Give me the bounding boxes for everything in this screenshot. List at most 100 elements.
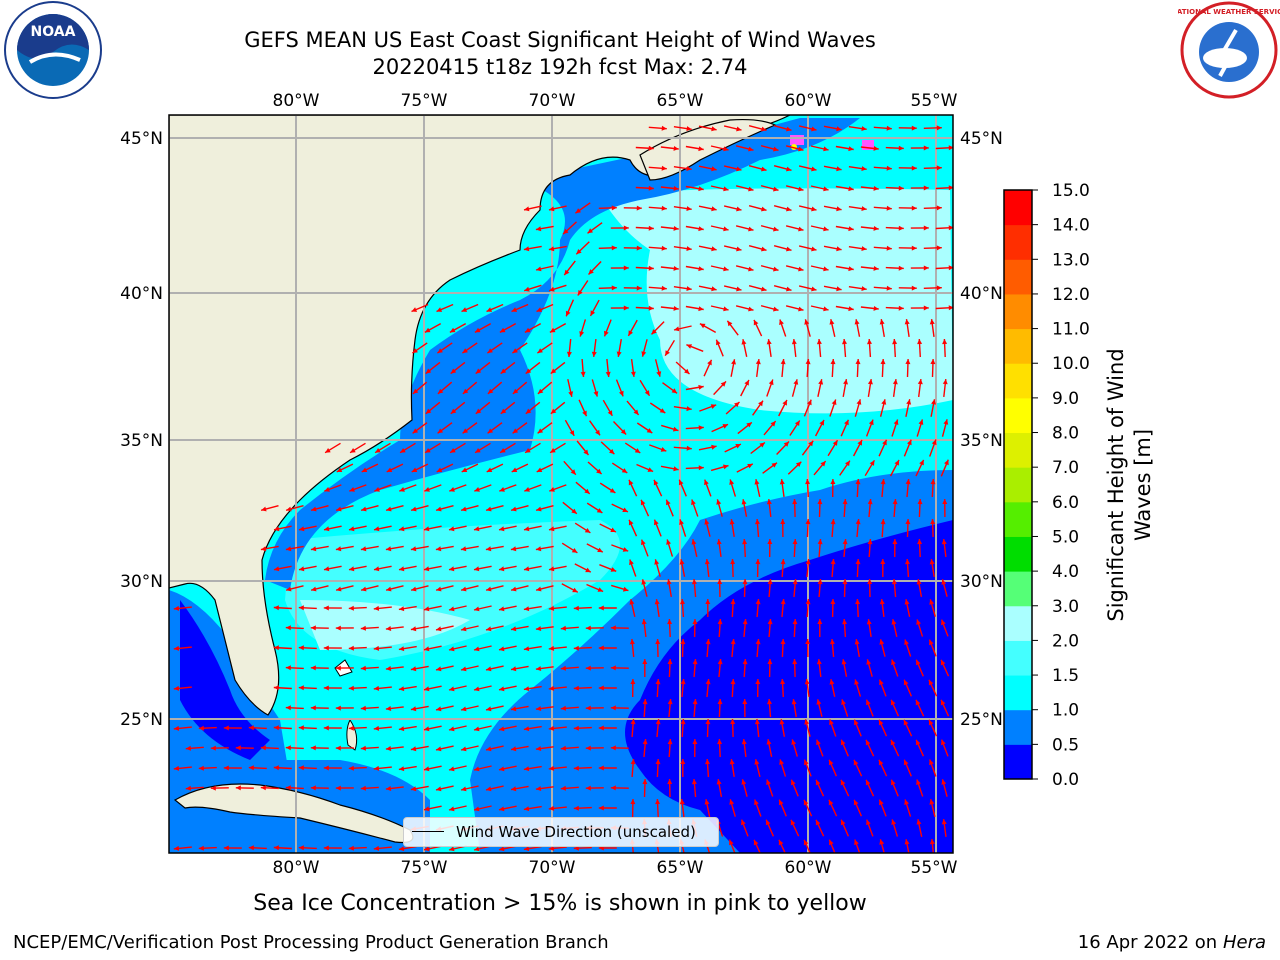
wave-direction-arrowhead [792,539,798,545]
colorbar-frame [1003,189,1033,780]
wave-direction-arrowhead [449,646,455,652]
wave-direction-arrowhead [894,460,899,466]
wave-direction-arrowhead [717,619,723,625]
wave-direction-arrowhead [573,605,579,611]
wave-direction-arrowhead [299,526,305,532]
wave-direction-arrowhead [386,586,392,592]
wave-direction-arrowhead [642,779,648,785]
wave-direction-arrowhead [798,226,804,232]
wave-direction-arrowhead [630,371,636,377]
wave-direction-arrowhead [622,547,629,552]
wave-direction-arrowhead [511,706,517,712]
wave-direction-arrowhead [805,599,811,605]
wave-direction-arrowhead [623,305,629,311]
wave-direction-arrowhead [285,785,291,791]
wave-direction-arrowhead [866,619,872,625]
wave-direction-arrowhead [644,390,650,396]
wave-direction-arrowhead [286,586,292,592]
wave-direction-arrowhead [273,685,279,691]
wave-direction-arrowhead [499,487,505,492]
noaa-logo: NOAA [4,1,102,99]
wave-direction-arrowhead [916,779,921,785]
wave-direction-arrowhead [879,599,885,605]
wave-direction-arrowhead [917,339,923,345]
wave-direction-arrowhead [323,725,329,731]
wave-direction-arrowhead [310,785,316,791]
colorbar-segment [1004,571,1032,607]
wave-direction-arrowhead [536,266,542,272]
wave-direction-arrowhead [566,351,572,357]
wave-direction-arrowhead [386,506,392,512]
wave-direction-arrowhead [819,420,824,426]
wave-direction-arrowhead [248,765,254,771]
wave-direction-arrowhead [679,559,685,565]
wave-direction-arrowhead [828,759,834,766]
wave-direction-arrowhead [790,819,796,826]
wave-direction-arrowhead [929,839,935,845]
colorbar-tick-label: 6.0 [1052,493,1079,513]
wave-direction-arrowhead [568,391,574,397]
lon-label-bottom: 75°W [401,858,448,878]
wave-direction-arrowhead [741,779,747,785]
wave-direction-arrowhead [674,326,680,332]
wave-direction-arrowhead [475,408,482,414]
wave-direction-arrowhead [840,819,846,826]
wave-direction-arrowhead [511,746,517,752]
wave-direction-arrowhead [923,145,929,151]
wave-direction-arrowhead [765,819,771,826]
wave-direction-arrowhead [680,719,686,725]
wave-direction-arrowhead [585,785,591,791]
wave-direction-arrowhead [941,739,946,746]
wave-direction-arrowhead [373,725,380,731]
wave-direction-arrowhead [596,468,602,474]
wave-direction-arrowhead [686,344,692,349]
wave-direction-arrowhead [704,559,710,565]
wave-direction-arrowhead [499,327,506,333]
lon-label-bottom: 60°W [785,858,832,878]
wave-direction-arrowhead [792,579,798,585]
wave-direction-arrowhead [704,479,709,486]
colorbar-segment [1004,501,1032,537]
wave-direction-arrowhead [698,186,704,192]
wave-direction-arrowhead [929,319,935,325]
wave-direction-arrowhead [585,665,591,671]
wave-direction-arrowhead [587,228,593,234]
wave-direction-arrowhead [780,599,786,605]
wave-direction-arrowhead [348,765,354,771]
wave-direction-arrowhead [711,206,717,212]
wave-direction-arrowhead [173,685,180,691]
wave-direction-arrowhead [450,448,456,453]
wave-direction-arrowhead [761,246,767,252]
wave-direction-arrowhead [619,390,624,397]
wave-direction-arrowhead [766,739,772,745]
lat-label-right: 35°N [960,431,1003,451]
wave-direction-arrowhead [705,759,710,765]
wave-direction-arrowhead [816,339,822,345]
colorbar [1003,189,1033,780]
wave-direction-arrowhead [780,679,786,685]
wave-direction-arrowhead [524,327,531,333]
wave-direction-arrowhead [198,845,204,851]
wave-direction-arrowhead [223,765,229,771]
colorbar-segment [1004,190,1032,226]
wave-direction-arrowhead [636,285,642,291]
wave-direction-arrowhead [906,399,912,405]
wave-direction-arrowhead [671,388,678,394]
wave-direction-arrowhead [641,539,646,546]
wave-direction-arrowhead [754,479,760,485]
wave-direction-arrowhead [903,679,909,686]
wave-direction-arrowhead [898,185,904,191]
wave-direction-arrowhead [273,765,279,771]
lon-label-bottom: 65°W [657,858,704,878]
wave-direction-arrowhead [593,391,599,397]
wave-direction-arrowhead [461,506,467,512]
wave-direction-arrowhead [867,579,873,585]
wave-direction-arrowhead [486,666,492,672]
wave-direction-arrowhead [723,226,729,232]
wave-direction-arrowhead [512,428,519,434]
wave-direction-arrowhead [486,786,492,792]
wave-direction-arrowhead [310,745,316,751]
wave-direction-arrowhead [523,726,530,732]
wave-direction-arrowhead [828,799,834,806]
lat-label-left: 25°N [120,710,163,730]
